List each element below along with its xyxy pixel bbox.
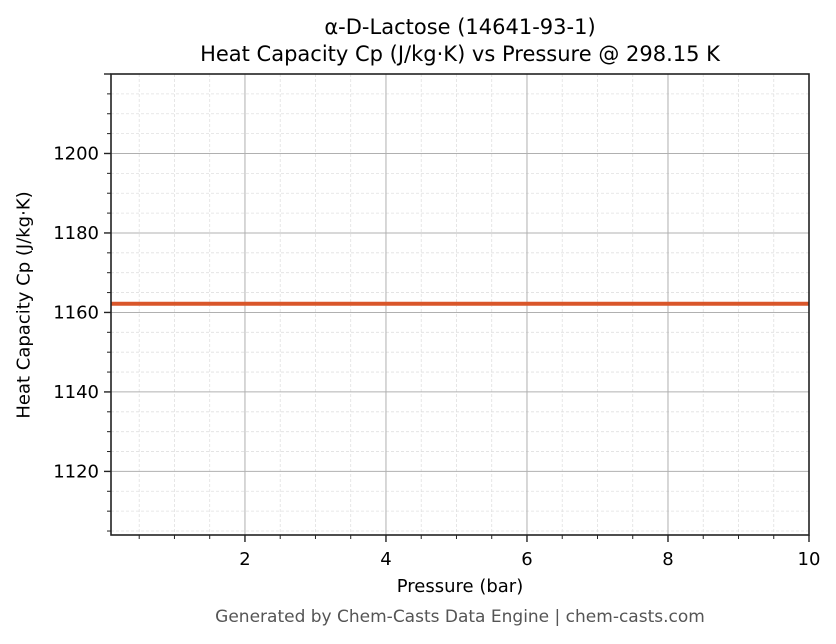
- x-tick-label: 10: [798, 549, 821, 570]
- x-tick-label: 6: [521, 549, 532, 570]
- y-tick-label: 1140: [53, 382, 99, 403]
- y-tick-label: 1180: [53, 223, 99, 244]
- y-tick-label: 1200: [53, 143, 99, 164]
- y-tick-label: 1160: [53, 302, 99, 323]
- x-axis-label: Pressure (bar): [396, 576, 524, 597]
- x-tick-label: 2: [239, 549, 250, 570]
- x-tick-label: 4: [380, 549, 391, 570]
- x-tick-label: 8: [662, 549, 673, 570]
- chart-title-line2: Heat Capacity Cp (J/kg·K) vs Pressure @ …: [200, 42, 720, 66]
- axes-frame: [110, 73, 810, 536]
- y-axis-label: Heat Capacity Cp (J/kg·K): [13, 191, 35, 419]
- footer-credit: Generated by Chem-Casts Data Engine | ch…: [215, 607, 705, 627]
- chart-title-line1: α-D-Lactose (14641-93-1): [324, 15, 596, 39]
- y-tick-label: 1120: [53, 461, 99, 482]
